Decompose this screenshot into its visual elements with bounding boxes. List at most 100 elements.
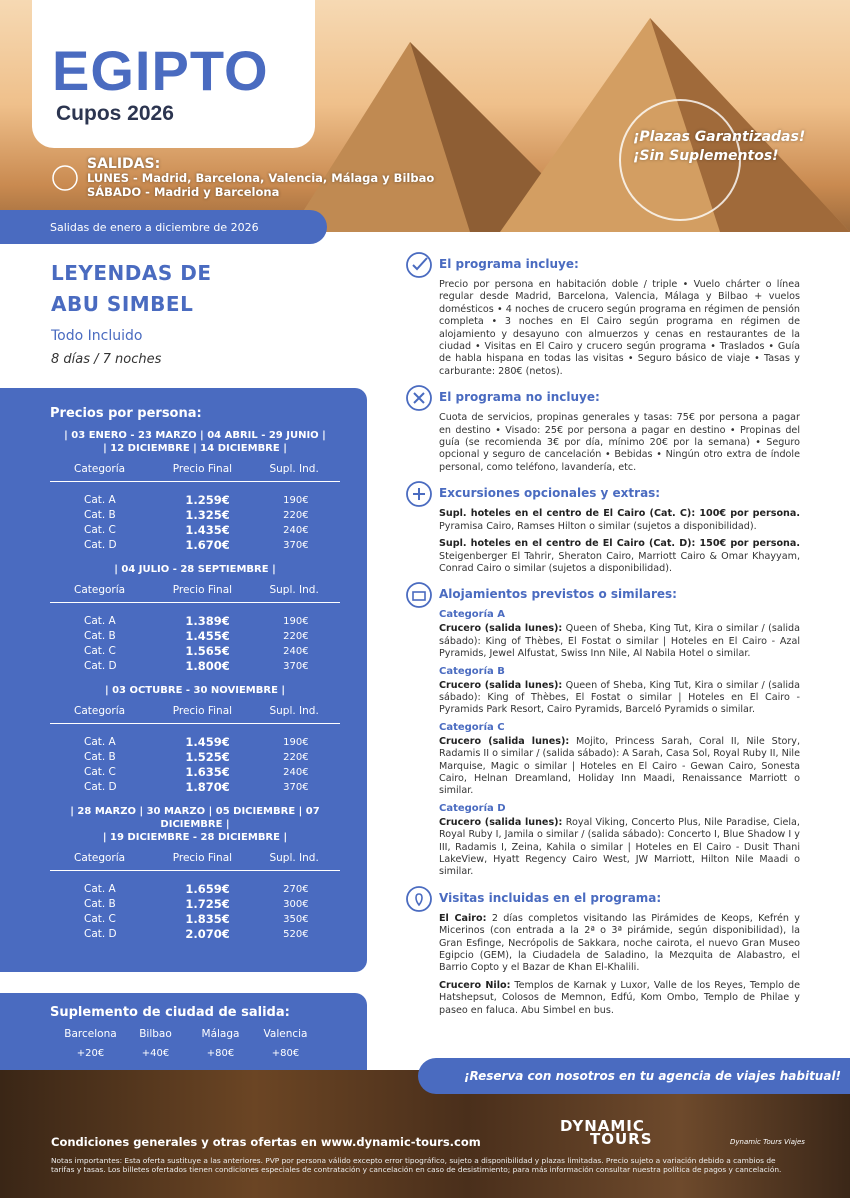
subtitle: Cupos 2026 [56, 102, 174, 125]
info-section: Visitas incluidas en el programa: El Cair… [405, 885, 800, 1017]
paragraph: Cuota de servicios, propinas generales y… [439, 412, 800, 474]
price-period: | 12 DICIEMBRE | 14 DICIEMBRE | [103, 443, 287, 454]
price-row: Cat. B 1.325€ 220€ [50, 508, 340, 523]
column-header: Precio Final [172, 852, 233, 864]
price-cell: 520€ [283, 929, 309, 940]
price-cell: Cat. C [84, 524, 116, 536]
price-block: | 04 JULIO - 28 SEPTIEMBRE | Categoría Pre… [50, 563, 340, 674]
prices-title: Precios por persona: [50, 406, 202, 421]
column-header: Categoría [74, 584, 126, 596]
column-header: Supl. Ind. [269, 584, 319, 596]
price-cell: Cat. A [84, 494, 116, 506]
tour-name: ABU SIMBEL [51, 292, 194, 316]
supplement-values: +20€ +40€ +80€ +80€ [58, 1048, 318, 1059]
price-cell: Cat. C [84, 913, 116, 925]
city: Barcelona [64, 1028, 117, 1040]
price-cell: Cat. D [84, 660, 117, 672]
price-cell: 270€ [283, 884, 309, 895]
column-header: Precio Final [172, 463, 233, 475]
city: Málaga [201, 1028, 240, 1040]
price-cell: 2.070€ [185, 927, 230, 941]
paragraph: El Cairo: 2 días completos visitando las… [439, 913, 800, 975]
section-icon [406, 481, 432, 508]
price-cell: Cat. D [84, 928, 117, 940]
price-cell: 1.870€ [185, 780, 230, 794]
paragraph: Supl. hoteles en el centro de El Cairo (… [439, 508, 800, 533]
price-header: Categoría Precio Final Supl. Ind. [50, 697, 340, 724]
tour-duration: 8 días / 7 noches [51, 352, 162, 367]
price-row: Cat. D 1.670€ 370€ [50, 538, 340, 553]
price-cell: Cat. B [84, 630, 116, 642]
price-cell: Cat. A [84, 736, 116, 748]
pyramids-illustration [52, 18, 850, 232]
price-period: | 19 DICIEMBRE - 28 DICIEMBRE | [102, 832, 288, 843]
logo: DYNAMIC TOURS [560, 1117, 653, 1148]
info-section: Alojamientos previstos o similares: Categ… [405, 582, 800, 879]
city-supplement: +20€ [76, 1048, 105, 1059]
category-label: Categoría C [439, 721, 505, 733]
price-row: Cat. C 1.635€ 240€ [50, 765, 340, 780]
city-supplement: +80€ [271, 1048, 300, 1059]
paragraph-lead: Supl. hoteles en el centro de El Cairo (… [439, 538, 800, 550]
section-title: Alojamientos previstos o similares: [439, 587, 677, 602]
price-period: | 28 MARZO | 30 MARZO | 05 DICIEMBRE | 0… [70, 806, 320, 830]
tour-name: LEYENDAS DE [51, 261, 212, 285]
supplement-cities: Barcelona Bilbao Málaga Valencia [58, 1028, 318, 1040]
price-cell: 1.259€ [185, 493, 230, 507]
price-header: Categoría Precio Final Supl. Ind. [50, 844, 340, 871]
city: Valencia [263, 1028, 308, 1040]
price-row: Cat. B 1.525€ 220€ [50, 750, 340, 765]
price-cell: 350€ [283, 914, 309, 925]
price-cell: 220€ [283, 752, 309, 763]
booking-banner: ¡Reserva con nosotros en tu agencia de v… [418, 1058, 850, 1094]
paragraph-text: 2 días completos visitando las Pirámides… [439, 912, 800, 974]
tour-info: LEYENDAS DE ABU SIMBEL Todo Incluido 8 d… [51, 258, 212, 367]
price-header: Categoría Precio Final Supl. Ind. [50, 455, 340, 482]
logo-line: TOURS [590, 1130, 653, 1148]
price-row: Cat. B 1.455€ 220€ [50, 629, 340, 644]
price-row: Cat. A 1.659€ 270€ [50, 882, 340, 897]
section-icon [406, 385, 432, 412]
city-supplement: +80€ [206, 1048, 235, 1059]
paragraph-lead: Crucero (salida lunes): [439, 735, 570, 747]
price-cell: 1.325€ [185, 508, 230, 522]
paragraph-lead: Crucero (salida lunes): [439, 623, 563, 635]
price-cell: 370€ [283, 661, 309, 672]
price-cell: Cat. C [84, 645, 116, 657]
price-cell: 1.835€ [185, 912, 230, 926]
column-header: Precio Final [172, 705, 233, 717]
price-row: Cat. C 1.835€ 350€ [50, 912, 340, 927]
price-cell: Cat. A [84, 615, 116, 627]
paragraph: Crucero (salida lunes): Royal Viking, Co… [439, 817, 800, 879]
price-cell: Cat. A [84, 883, 116, 895]
price-row: Cat. D 1.800€ 370€ [50, 659, 340, 674]
price-period: | 03 ENERO - 23 MARZO | 04 ABRIL - 29 JU… [64, 430, 326, 441]
price-cell: 1.800€ [185, 659, 230, 673]
tour-regime: Todo Incluido [51, 328, 143, 344]
column-header: Supl. Ind. [269, 852, 319, 864]
logo-line: DYNAMIC [560, 1117, 645, 1135]
paragraph-text: Royal Viking, Concerto Plus, Nile Paradi… [439, 816, 800, 878]
price-cell: 1.435€ [185, 523, 230, 537]
price-period: | 04 JULIO - 28 SEPTIEMBRE | [114, 564, 276, 575]
social-handle: Dynamic Tours Viajes [730, 1138, 805, 1146]
paragraph-lead: Crucero (salida lunes): [439, 679, 563, 691]
paragraph: Supl. hoteles en el centro de El Cairo (… [439, 538, 800, 575]
section-icon [406, 885, 432, 912]
city: Bilbao [139, 1028, 172, 1040]
paragraph-text: Pyramisa Cairo, Ramses Hilton o similar … [439, 520, 757, 532]
price-cell: Cat. B [84, 751, 116, 763]
paragraph: Precio por persona en habitación doble /… [439, 279, 800, 378]
price-block: | 03 OCTUBRE - 30 NOVIEMBRE | Categoría Pr… [50, 684, 340, 795]
paragraph: Crucero (salida lunes): Queen of Sheba, … [439, 680, 800, 717]
section-title: Excursiones opcionales y extras: [439, 486, 661, 501]
price-row: Cat. A 1.459€ 190€ [50, 735, 340, 750]
price-cell: Cat. B [84, 509, 116, 521]
title: EGIPTO [52, 39, 269, 102]
departures-line: LUNES - Madrid, Barcelona, Valencia, Mál… [87, 171, 435, 185]
section-title: El programa incluye: [439, 257, 579, 271]
price-cell: 370€ [283, 782, 309, 793]
price-cell: 220€ [283, 510, 309, 521]
price-row: Cat. A 1.389€ 190€ [50, 614, 340, 629]
